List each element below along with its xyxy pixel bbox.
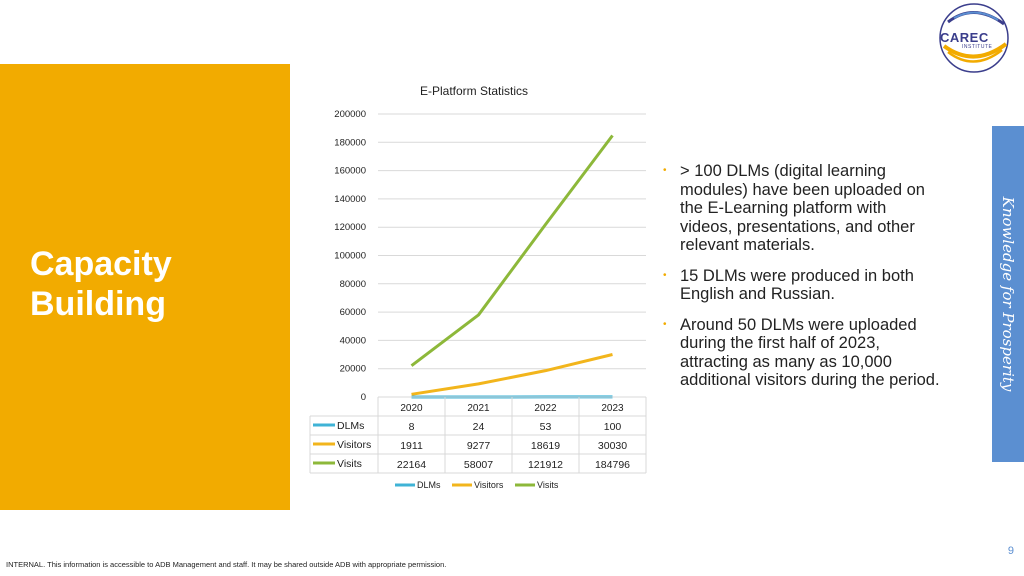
e-platform-chart: E-Platform Statistics2000001800001600001…	[309, 84, 647, 490]
y-tick-label: 120000	[334, 222, 366, 233]
y-tick-label: 40000	[340, 335, 366, 346]
y-tick-label: 20000	[340, 364, 366, 375]
bullet-text: > 100 DLMs (digital learning modules) ha…	[680, 162, 925, 254]
table-cell: 1911	[400, 440, 423, 452]
side-tab-text: Knowledge for Prosperity	[999, 196, 1017, 392]
section-panel	[0, 64, 290, 510]
table-cell: 24	[473, 421, 485, 433]
bullet-icon: •	[663, 318, 667, 330]
footer-disclaimer: INTERNAL. This information is accessible…	[6, 560, 447, 569]
table-row-label: Visitors	[337, 439, 371, 451]
table-cell: 53	[540, 421, 552, 433]
table-row-label: DLMs	[337, 420, 364, 432]
bullet-item: • > 100 DLMs (digital learning modules) h…	[660, 162, 940, 255]
table-cell: 22164	[397, 459, 426, 471]
legend-label: Visits	[537, 480, 559, 490]
y-tick-label: 60000	[340, 307, 366, 318]
logo-subtitle: INSTITUTE	[962, 44, 993, 50]
bullet-text: Around 50 DLMs were uploaded during the …	[680, 315, 940, 390]
page-number: 9	[1007, 545, 1014, 557]
series-line-visits	[410, 134, 614, 367]
logo-name: CAREC	[940, 30, 989, 45]
side-tab	[992, 126, 1024, 462]
table-cell: 100	[604, 421, 622, 433]
bullet-item: • 15 DLMs were produced in both English a…	[660, 267, 940, 304]
table-row-label: Visits	[337, 458, 362, 470]
y-tick-label: 0	[361, 392, 366, 403]
y-tick-label: 140000	[334, 194, 366, 205]
table-header-cell: 2020	[400, 403, 423, 414]
table-header-cell: 2021	[467, 403, 490, 414]
section-title-line-1: Capacity	[30, 245, 172, 283]
table-cell: 58007	[464, 459, 493, 471]
table-header-cell: 2023	[601, 403, 624, 414]
legend-label: DLMs	[417, 480, 441, 490]
section-title: Capacity Building	[30, 244, 270, 324]
table-cell: 30030	[598, 440, 627, 452]
bullet-text: 15 DLMs were produced in both English an…	[680, 266, 914, 304]
bullet-item: • Around 50 DLMs were uploaded during the…	[660, 316, 940, 390]
table-cell: 184796	[595, 459, 630, 471]
y-tick-label: 200000	[334, 109, 366, 120]
series-line-visitors	[411, 353, 613, 396]
bullet-icon: •	[663, 269, 667, 281]
y-tick-label: 180000	[334, 137, 366, 148]
y-tick-label: 100000	[334, 251, 366, 262]
legend-label: Visitors	[474, 480, 504, 490]
y-tick-label: 160000	[334, 166, 366, 177]
table-cell: 18619	[531, 440, 560, 452]
table-header-cell: 2022	[534, 403, 557, 414]
table-cell: 8	[409, 421, 415, 433]
chart-title: E-Platform Statistics	[420, 84, 528, 98]
bullet-list: • > 100 DLMs (digital learning modules) h…	[660, 162, 940, 402]
bullet-icon: •	[663, 165, 667, 176]
carec-logo-icon	[939, 3, 1009, 73]
table-cell: 9277	[467, 440, 491, 452]
y-tick-label: 80000	[340, 279, 366, 290]
table-cell: 121912	[528, 459, 563, 471]
section-title-line-2: Building	[30, 285, 166, 323]
